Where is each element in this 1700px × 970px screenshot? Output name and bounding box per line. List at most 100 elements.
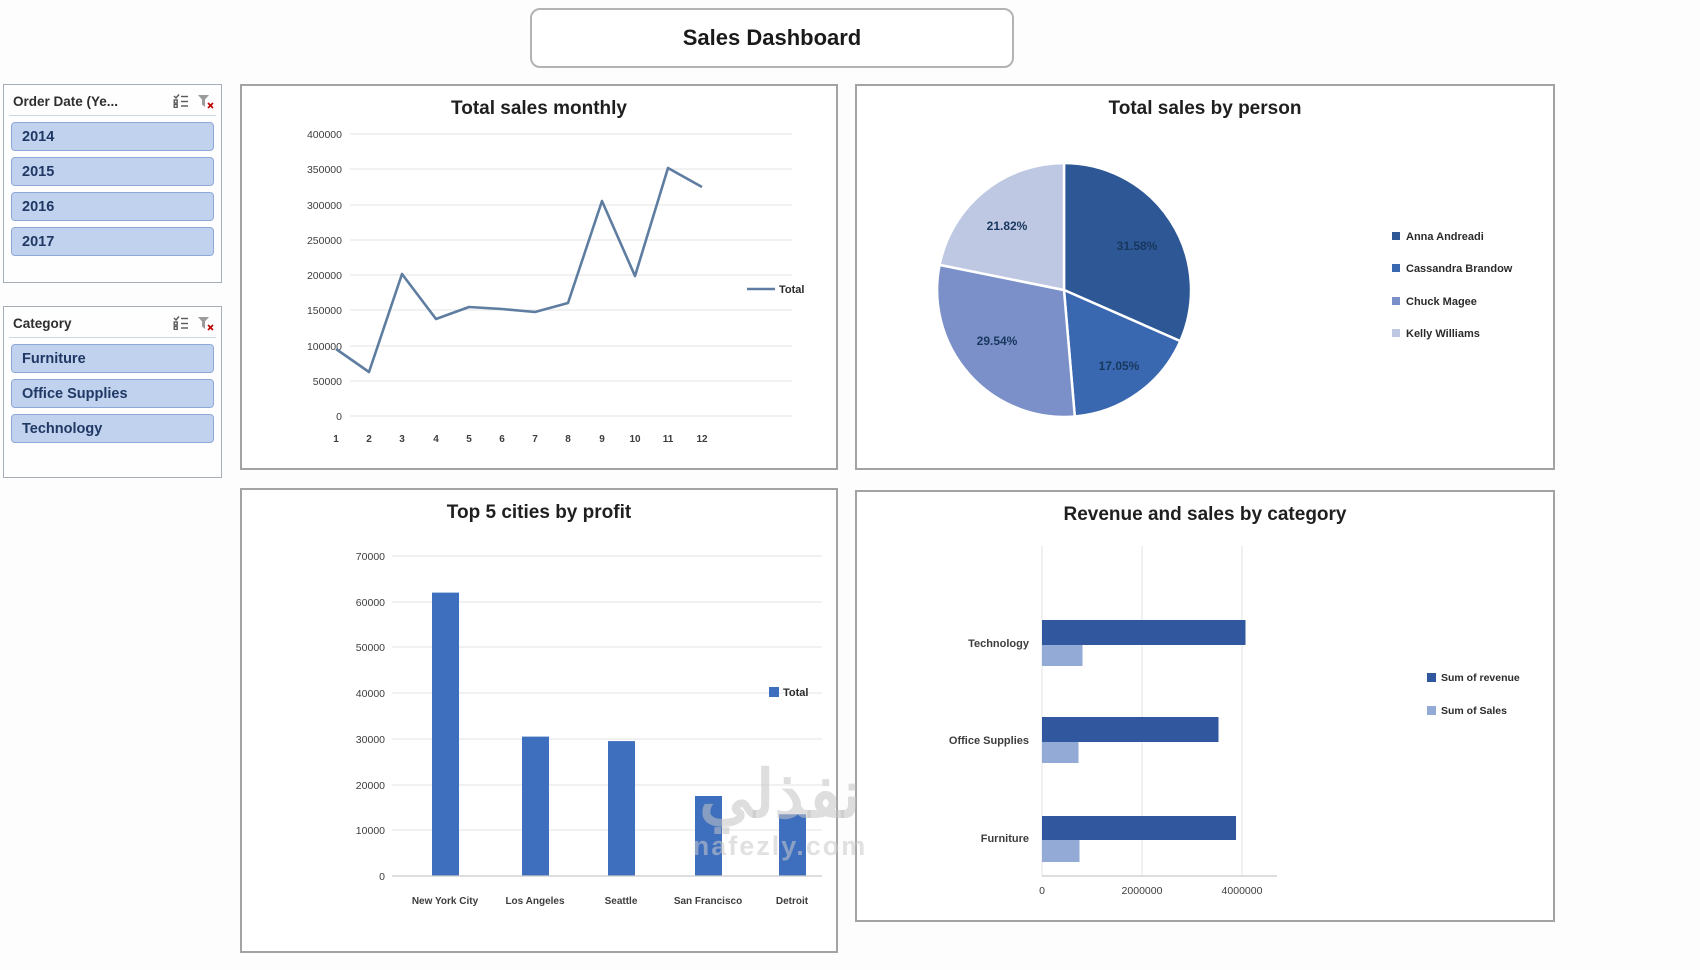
pie-slice-kelly: [938, 161, 1066, 292]
hbar-office-supplies-sales: [1042, 742, 1079, 763]
line-chart-gridlines: [350, 133, 792, 417]
bar-los-angeles: [522, 736, 549, 876]
bar-chart-y-axis: 70000 60000 50000 40000 30000 20000 1000…: [356, 551, 385, 883]
svg-text:Total: Total: [779, 284, 804, 296]
svg-text:10: 10: [629, 434, 641, 445]
svg-text:Detroit: Detroit: [776, 896, 809, 907]
pie-slice-cassandra: [1062, 288, 1182, 418]
svg-text:Chuck Magee: Chuck Magee: [1406, 296, 1477, 308]
hbar-series-revenue: [1042, 620, 1246, 840]
svg-text:Los Angeles: Los Angeles: [505, 896, 565, 907]
slicer-order-date: Order Date (Ye... 2014 2015 2016 2017: [3, 84, 222, 283]
multiselect-icon[interactable]: [172, 315, 190, 331]
slicer-item-technology[interactable]: Technology: [11, 414, 214, 443]
svg-text:Furniture: Furniture: [981, 833, 1029, 845]
slicer-item-office-supplies[interactable]: Office Supplies: [11, 379, 214, 408]
hbar-technology-revenue: [1042, 620, 1246, 645]
page-title: Sales Dashboard: [682, 25, 862, 50]
slicer-item-2015[interactable]: 2015: [11, 157, 214, 186]
slicer-item-furniture[interactable]: Furniture: [11, 344, 214, 373]
svg-text:2: 2: [366, 434, 372, 445]
svg-text:8: 8: [565, 434, 571, 445]
svg-text:200000: 200000: [307, 270, 342, 282]
slicer-item-2014[interactable]: 2014: [11, 122, 214, 151]
pie-label-chuck: 29.54%: [977, 334, 1018, 348]
hbar-series-sales: [1042, 645, 1083, 862]
svg-text:5: 5: [466, 434, 472, 445]
svg-text:Total: Total: [783, 687, 808, 699]
slicer-item-2017[interactable]: 2017: [11, 227, 214, 256]
slicer-category-title: Category: [13, 315, 72, 331]
multiselect-icon[interactable]: [172, 93, 190, 109]
line-chart: 400000 350000 300000 250000 200000 15000…: [307, 129, 805, 445]
svg-text:2000000: 2000000: [1122, 885, 1163, 897]
chart-panel-revenue-sales-category: Revenue and sales by category Technology…: [855, 490, 1555, 922]
svg-text:0: 0: [379, 871, 385, 883]
svg-text:40000: 40000: [356, 688, 385, 700]
slicer-order-date-title: Order Date (Ye...: [13, 93, 119, 109]
chart-panel-total-sales-by-person: Total sales by person 21.82% 31.58% 29.5…: [855, 84, 1555, 470]
svg-text:350000: 350000: [307, 164, 342, 176]
svg-text:3: 3: [399, 434, 405, 445]
pie-label-kelly: 21.82%: [987, 219, 1028, 233]
pie-label-cassandra: 17.05%: [1099, 359, 1140, 373]
line-chart-x-axis: 1 2 3 4 5 6 7 8 9 10 11 12: [333, 434, 708, 445]
pie-slice-anna: [1062, 161, 1193, 343]
dashboard-title-box: Sales Dashboard: [530, 8, 1014, 68]
hbar-furniture-revenue: [1042, 816, 1236, 840]
pie-chart-title: Total sales by person: [1108, 98, 1302, 119]
svg-text:4000000: 4000000: [1222, 885, 1263, 897]
svg-text:Kelly Williams: Kelly Williams: [1406, 328, 1480, 340]
hbar-chart-y-axis: Technology Office Supplies Furniture: [949, 638, 1030, 845]
bar-new-york-city: [432, 592, 459, 876]
svg-text:10000: 10000: [356, 825, 385, 837]
bar-san-francisco: [695, 796, 722, 876]
svg-text:Anna Andreadi: Anna Andreadi: [1406, 231, 1484, 243]
hbar-chart-title: Revenue and sales by category: [1063, 504, 1347, 525]
hbar-chart-legend: Sum of revenue Sum of Sales: [1427, 672, 1520, 717]
svg-text:250000: 250000: [307, 235, 342, 247]
pie-chart-legend: Anna Andreadi Cassandra Brandow Chuck Ma…: [1392, 231, 1513, 340]
svg-text:50000: 50000: [356, 642, 385, 654]
svg-text:Sum of Sales: Sum of Sales: [1441, 705, 1507, 717]
svg-text:San Francisco: San Francisco: [674, 896, 742, 907]
svg-text:6: 6: [499, 434, 505, 445]
svg-text:7: 7: [532, 434, 538, 445]
svg-text:0: 0: [336, 411, 342, 423]
bar-seattle: [608, 741, 635, 876]
hbar-office-supplies-revenue: [1042, 717, 1219, 742]
bar-series-total: [432, 592, 806, 876]
svg-text:Office Supplies: Office Supplies: [949, 735, 1029, 747]
clear-filter-icon[interactable]: [196, 315, 214, 331]
line-chart-title: Total sales monthly: [451, 98, 627, 119]
svg-text:60000: 60000: [356, 597, 385, 609]
hbar-chart: Technology Office Supplies Furniture 0 2…: [949, 546, 1520, 897]
svg-text:New York City: New York City: [412, 896, 479, 907]
line-series-total: [335, 166, 703, 374]
chart-panel-total-sales-monthly: Total sales monthly 400000 350000 300000…: [240, 84, 838, 470]
slicer-item-2016[interactable]: 2016: [11, 192, 214, 221]
bar-chart-title: Top 5 cities by profit: [446, 502, 632, 523]
svg-text:70000: 70000: [356, 551, 385, 563]
svg-text:20000: 20000: [356, 780, 385, 792]
svg-text:50000: 50000: [313, 376, 342, 388]
svg-text:30000: 30000: [356, 734, 385, 746]
chart-panel-top5-cities: Top 5 cities by profit 70000 60000 50000…: [240, 488, 838, 953]
slicer-order-date-header: Order Date (Ye...: [9, 91, 216, 116]
slicer-category-header: Category: [9, 313, 216, 338]
hbar-chart-x-axis: 0 2000000 4000000: [1039, 885, 1263, 897]
pie-slice-chuck: [935, 263, 1077, 419]
clear-filter-icon[interactable]: [196, 93, 214, 109]
svg-text:0: 0: [1039, 885, 1045, 897]
hbar-technology-sales: [1042, 645, 1083, 666]
svg-text:300000: 300000: [307, 200, 342, 212]
svg-text:Cassandra Brandow: Cassandra Brandow: [1406, 263, 1513, 275]
svg-text:11: 11: [663, 434, 674, 445]
hbar-furniture-sales: [1042, 840, 1080, 862]
svg-text:12: 12: [696, 434, 708, 445]
svg-text:150000: 150000: [307, 305, 342, 317]
pie-chart: 21.82% 31.58% 29.54% 17.05% Anna Andread…: [935, 161, 1513, 419]
svg-text:4: 4: [433, 434, 439, 445]
bar-chart-x-axis: New York City Los Angeles Seattle San Fr…: [412, 896, 809, 907]
